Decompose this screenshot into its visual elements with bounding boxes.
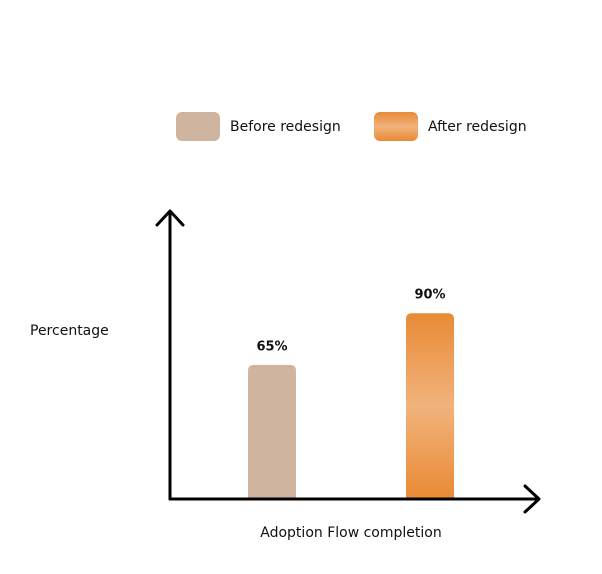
y-axis-label: Percentage (30, 323, 109, 339)
value-label: 65% (256, 339, 287, 354)
axes (155, 209, 541, 514)
x-axis (168, 484, 541, 514)
legend-swatch (176, 112, 220, 141)
value-label: 90% (414, 288, 445, 303)
bar (248, 364, 296, 499)
y-axis (155, 209, 185, 501)
legend-label: After redesign (428, 119, 527, 135)
legend-swatch (374, 112, 418, 141)
legend-label: Before redesign (230, 119, 341, 135)
bar (406, 313, 454, 499)
x-axis-label: Adoption Flow completion (260, 525, 441, 541)
